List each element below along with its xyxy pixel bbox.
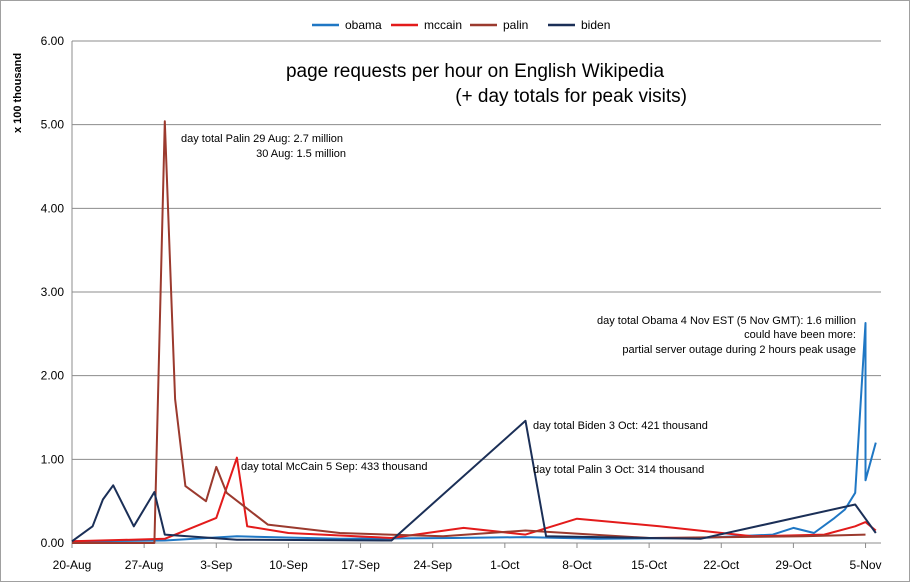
y-axis: 0.00 1.00 2.00 3.00 4.00 5.00 6.00 [41, 34, 73, 550]
annotation-obama-outage-2: partial server outage during 2 hours pea… [622, 344, 856, 356]
y-tick-label: 4.00 [41, 201, 65, 215]
series-line-obama [71, 322, 877, 543]
legend-label-mccain: mccain [424, 18, 462, 32]
x-tick-label: 24-Sep [413, 558, 452, 572]
y-tick-label: 2.00 [41, 369, 65, 383]
y-axis-label: x 100 thousand [12, 53, 24, 133]
x-tick-label: 17-Sep [341, 558, 380, 572]
x-tick-label: 5-Nov [850, 558, 882, 572]
chart-title: page requests per hour on English Wikipe… [286, 61, 665, 82]
x-tick-label: 27-Aug [125, 558, 164, 572]
legend: obama mccain palin biden [312, 18, 610, 32]
y-tick-label: 6.00 [41, 34, 65, 48]
series-line-palin [72, 120, 866, 544]
y-tick-label: 3.00 [41, 285, 65, 299]
x-tick-label: 22-Oct [703, 558, 740, 572]
legend-label-palin: palin [503, 18, 528, 32]
annotation-palin-30aug: 30 Aug: 1.5 million [256, 148, 346, 160]
series-line-mccain [71, 456, 877, 543]
x-axis: 20-Aug 27-Aug 3-Sep 10-Sep 17-Sep 24-Sep 1-Oct… [53, 542, 882, 572]
x-tick-label: 29-Oct [775, 558, 812, 572]
annotation-mccain-5sep: day total McCain 5 Sep: 433 thousand [241, 461, 428, 473]
annotation-obama-outage-1: could have been more: [744, 329, 856, 341]
x-tick-label: 10-Sep [269, 558, 308, 572]
y-tick-label: 0.00 [41, 536, 65, 550]
annotation-palin-3oct: day total Palin 3 Oct: 314 thousand [533, 464, 704, 476]
series-lines [71, 120, 877, 544]
gridlines [72, 40, 881, 460]
legend-label-biden: biden [581, 18, 610, 32]
legend-label-obama: obama [345, 18, 382, 32]
x-tick-label: 8-Oct [562, 558, 592, 572]
x-tick-label: 15-Oct [631, 558, 668, 572]
y-tick-label: 5.00 [41, 118, 65, 132]
x-tick-label: 3-Sep [200, 558, 232, 572]
y-tick-label: 1.00 [41, 452, 65, 466]
annotation-palin-29aug: day total Palin 29 Aug: 2.7 million [181, 133, 343, 145]
annotation-biden-3oct: day total Biden 3 Oct: 421 thousand [533, 420, 708, 432]
x-tick-label: 20-Aug [53, 558, 92, 572]
annotation-obama-4nov: day total Obama 4 Nov EST (5 Nov GMT): 1… [597, 315, 856, 327]
x-tick-label: 1-Oct [490, 558, 520, 572]
chart-subtitle: (+ day totals for peak visits) [455, 86, 687, 107]
series-line-biden [71, 419, 877, 543]
